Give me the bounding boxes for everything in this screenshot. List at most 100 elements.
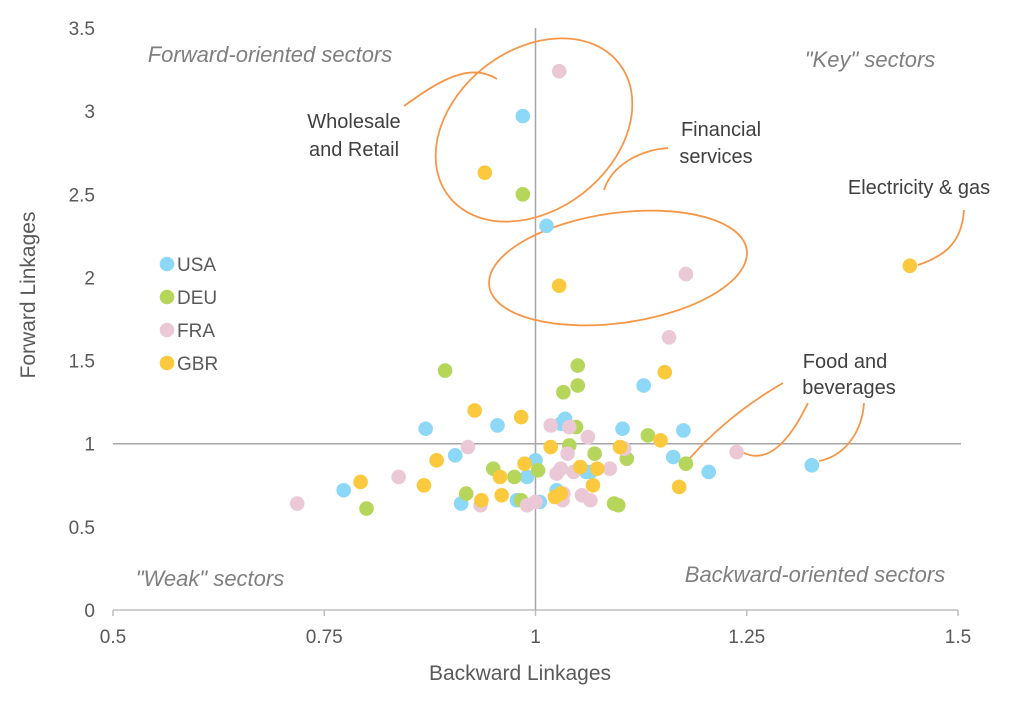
data-point-fra bbox=[553, 461, 569, 476]
financial-leader bbox=[603, 147, 669, 191]
data-point-fra bbox=[551, 63, 567, 79]
legend: USA DEU FRA GBR bbox=[159, 255, 218, 375]
data-point-gbr bbox=[589, 461, 605, 476]
data-point-fra bbox=[602, 461, 618, 476]
legend-marker-gbr bbox=[159, 355, 175, 371]
data-points bbox=[289, 63, 918, 516]
data-point-gbr bbox=[513, 409, 529, 425]
annotation-food-line1: Food and bbox=[803, 351, 888, 373]
data-point-gbr bbox=[474, 492, 489, 508]
quadrant-label-top-right: "Key" sectors bbox=[805, 47, 936, 72]
x-tick-label: 1.25 bbox=[728, 627, 765, 648]
chart-texts: Forward-oriented sectors "Key" sectors "… bbox=[136, 42, 990, 591]
legend-marker-deu bbox=[159, 289, 175, 305]
financial-ellipse bbox=[488, 209, 748, 327]
data-point-gbr bbox=[492, 469, 508, 485]
data-point-deu bbox=[359, 501, 374, 516]
series-gbr bbox=[353, 165, 918, 508]
data-point-deu bbox=[458, 486, 474, 501]
data-point-fra bbox=[562, 419, 577, 435]
data-point-gbr bbox=[353, 474, 368, 490]
annotation-wholesale-line2: and Retail bbox=[309, 139, 399, 161]
x-tick-label: 0.75 bbox=[306, 627, 343, 648]
food-leader-1 bbox=[689, 382, 784, 459]
food-leader-3 bbox=[818, 402, 865, 462]
data-point-gbr bbox=[553, 486, 569, 501]
legend-label-deu: DEU bbox=[177, 288, 217, 309]
data-point-usa bbox=[418, 421, 433, 437]
data-point-deu bbox=[437, 363, 453, 378]
legend-label-usa: USA bbox=[177, 255, 216, 276]
legend-label-gbr: GBR bbox=[177, 354, 218, 375]
x-axis-title: Backward Linkages bbox=[429, 662, 611, 685]
data-point-fra bbox=[560, 446, 575, 461]
data-point-gbr bbox=[671, 479, 687, 495]
data-point-deu bbox=[530, 463, 546, 478]
data-point-deu bbox=[678, 456, 694, 471]
quadrant-label-bottom-left: "Weak" sectors bbox=[136, 566, 284, 591]
data-point-gbr bbox=[416, 477, 432, 493]
data-point-fra bbox=[729, 444, 744, 460]
data-point-gbr bbox=[551, 278, 567, 294]
data-point-fra bbox=[528, 494, 543, 510]
data-point-fra bbox=[580, 429, 596, 445]
data-point-usa bbox=[804, 458, 820, 473]
data-point-fra bbox=[661, 329, 677, 345]
y-tick-label: 2 bbox=[84, 268, 95, 289]
y-tick-label: 2.5 bbox=[69, 185, 95, 206]
data-point-gbr bbox=[494, 487, 510, 503]
wholesale-leader bbox=[403, 71, 498, 107]
data-point-usa bbox=[539, 218, 554, 234]
data-point-usa bbox=[447, 448, 463, 463]
y-tick-label: 1 bbox=[84, 435, 95, 456]
data-point-usa bbox=[490, 418, 505, 433]
data-point-fra bbox=[583, 492, 598, 508]
data-point-fra bbox=[543, 418, 559, 433]
data-point-fra bbox=[391, 469, 406, 485]
y-tick-label: 3 bbox=[84, 102, 95, 123]
data-point-gbr bbox=[657, 364, 673, 380]
food-leader-2 bbox=[741, 402, 809, 457]
data-point-deu bbox=[515, 186, 531, 202]
data-point-gbr bbox=[543, 439, 559, 455]
data-point-gbr bbox=[902, 258, 918, 274]
y-axis-title: Forward Linkages bbox=[17, 212, 40, 379]
annotation-food-line2: beverages bbox=[802, 377, 895, 399]
data-point-fra bbox=[289, 496, 305, 511]
data-point-usa bbox=[676, 423, 691, 438]
annotation-financial-line2: services bbox=[679, 146, 752, 168]
y-tick-label: 1.5 bbox=[69, 352, 95, 373]
data-point-deu bbox=[556, 384, 571, 400]
x-tick-label: 1.5 bbox=[945, 627, 971, 648]
data-point-usa bbox=[665, 449, 681, 465]
electricity-leader bbox=[917, 209, 965, 266]
data-point-gbr bbox=[429, 453, 444, 468]
legend-marker-fra bbox=[159, 322, 175, 338]
data-point-deu bbox=[570, 378, 586, 393]
data-point-fra bbox=[678, 266, 694, 282]
data-point-usa bbox=[701, 464, 717, 480]
data-point-deu bbox=[587, 446, 602, 461]
data-point-deu bbox=[507, 469, 522, 485]
wholesale-ellipse bbox=[434, 37, 634, 223]
data-point-gbr bbox=[653, 433, 668, 448]
y-tick-label: 3.5 bbox=[69, 19, 95, 40]
series-usa bbox=[336, 108, 820, 511]
data-point-gbr bbox=[585, 477, 601, 493]
annotation-financial-line1: Financial bbox=[681, 119, 761, 141]
data-point-fra bbox=[460, 439, 476, 455]
y-tick-label: 0.5 bbox=[69, 518, 95, 539]
legend-label-fra: FRA bbox=[177, 321, 215, 342]
data-point-usa bbox=[615, 421, 630, 437]
y-tick-label: 0 bbox=[84, 601, 95, 622]
x-tick-label: 0.5 bbox=[100, 627, 126, 648]
data-point-usa bbox=[636, 378, 651, 393]
data-point-usa bbox=[515, 108, 531, 124]
data-point-gbr bbox=[467, 403, 482, 418]
series-deu bbox=[359, 186, 694, 516]
data-point-deu bbox=[640, 428, 656, 443]
legend-marker-usa bbox=[159, 256, 175, 272]
annotation-electricity: Electricity & gas bbox=[848, 177, 990, 199]
data-point-deu bbox=[570, 358, 586, 373]
